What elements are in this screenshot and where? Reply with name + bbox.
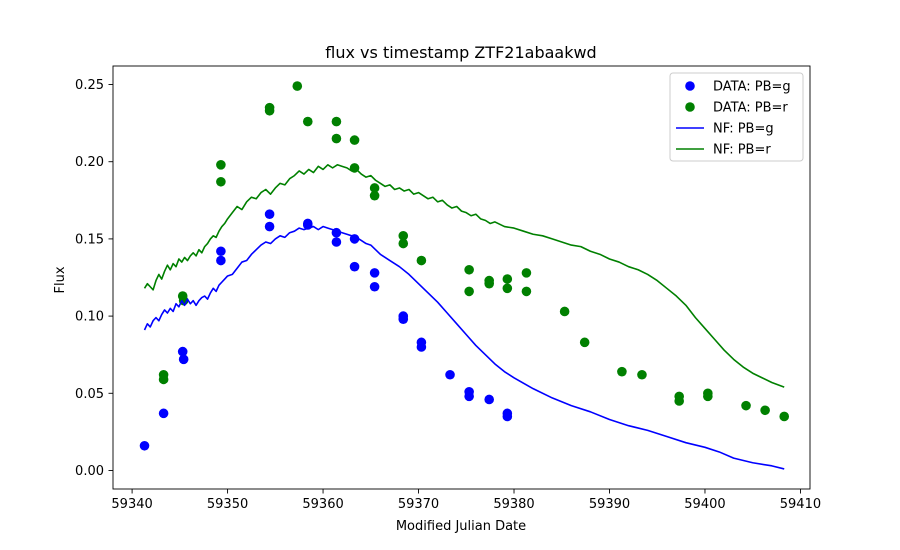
- x-tick-label-3: 59370: [398, 497, 439, 512]
- axes-frame: [112, 65, 811, 490]
- data-point-0-3: [178, 354, 189, 365]
- plot-area: [139, 81, 790, 470]
- data-point-0-19: [416, 342, 427, 352]
- data-point-1-12: [349, 135, 360, 145]
- data-point-0-4: [216, 246, 226, 257]
- data-point-1-17: [398, 238, 409, 249]
- x-tick-label-2: 59360: [302, 497, 343, 512]
- y-tick-label-4: 0.20: [75, 155, 104, 170]
- x-tick-label-6: 59400: [684, 497, 725, 512]
- legend-marker-0: [685, 81, 695, 91]
- data-point-1-28: [579, 337, 590, 348]
- data-point-1-23: [502, 274, 513, 284]
- legend-box: [669, 72, 804, 162]
- data-point-1-36: [760, 405, 770, 416]
- data-point-1-32: [674, 396, 684, 406]
- series-line-3: [143, 164, 785, 388]
- data-point-0-9: [302, 218, 313, 229]
- data-point-0-23: [484, 394, 494, 405]
- legend: DATA: PB=g DATA: PB=r NF: PB=g NF: PB=r: [669, 72, 804, 162]
- x-tick-label-1: 59350: [207, 497, 248, 512]
- data-point-1-15: [369, 190, 380, 201]
- data-point-1-1: [158, 374, 169, 385]
- data-point-1-22: [484, 278, 494, 289]
- data-point-0-20: [445, 369, 455, 380]
- data-point-1-9: [302, 116, 313, 127]
- y-tick-label-0: 0.00: [75, 464, 104, 479]
- y-tick-label-1: 0.05: [75, 387, 104, 402]
- data-point-0-15: [369, 281, 380, 292]
- x-tick-label-5: 59390: [589, 497, 630, 512]
- legend-label-1: DATA: PB=r: [713, 101, 788, 116]
- x-tick-label-4: 59380: [493, 497, 534, 512]
- data-point-1-24: [502, 283, 513, 294]
- data-point-0-7: [264, 221, 275, 232]
- series-line-2: [143, 225, 785, 470]
- legend-label-3: NF: PB=r: [713, 143, 771, 158]
- data-point-1-20: [464, 286, 474, 297]
- data-point-1-8: [292, 81, 303, 91]
- data-point-1-37: [779, 411, 790, 422]
- data-point-0-17: [398, 314, 409, 324]
- data-point-0-5: [216, 255, 226, 266]
- data-point-1-26: [521, 286, 532, 297]
- x-tick-label-0: 59340: [111, 497, 152, 512]
- data-point-1-27: [559, 306, 570, 317]
- data-point-0-22: [464, 391, 474, 402]
- data-point-0-13: [349, 261, 360, 272]
- data-point-1-14: [369, 183, 380, 193]
- chart-title: flux vs timestamp ZTF21abaakwd: [325, 43, 596, 62]
- data-point-1-30: [637, 369, 647, 380]
- data-point-0-11: [331, 237, 342, 247]
- data-point-1-35: [741, 400, 751, 411]
- data-point-1-16: [398, 231, 409, 241]
- legend-marker-1: [685, 102, 695, 112]
- data-point-1-11: [331, 133, 342, 144]
- y-tick-label-5: 0.25: [75, 78, 104, 93]
- data-point-1-19: [464, 264, 474, 275]
- data-point-1-5: [216, 176, 226, 187]
- axes: 59340 59350 59360 59370 59380 59390 59400 59410…: [75, 65, 821, 512]
- x-tick-label-7: 59410: [780, 497, 821, 512]
- y-tick-label-2: 0.10: [75, 310, 104, 325]
- data-point-1-10: [331, 116, 342, 127]
- data-point-1-25: [521, 268, 532, 278]
- data-point-0-6: [264, 209, 275, 219]
- legend-label-2: NF: PB=g: [713, 122, 774, 137]
- data-point-1-29: [617, 366, 627, 377]
- data-point-1-34: [703, 391, 713, 402]
- data-point-1-4: [216, 160, 226, 170]
- data-point-0-0: [139, 440, 150, 451]
- data-point-0-25: [502, 411, 513, 422]
- y-axis-label: Flux: [53, 266, 68, 293]
- x-axis-label: Modified Julian Date: [396, 519, 526, 534]
- data-point-0-14: [369, 268, 380, 278]
- legend-label-0: DATA: PB=g: [713, 80, 791, 95]
- y-tick-label-3: 0.15: [75, 232, 104, 247]
- data-point-1-7: [264, 105, 275, 116]
- data-point-1-18: [416, 255, 427, 266]
- data-point-0-1: [158, 408, 169, 419]
- data-point-0-2: [177, 346, 188, 357]
